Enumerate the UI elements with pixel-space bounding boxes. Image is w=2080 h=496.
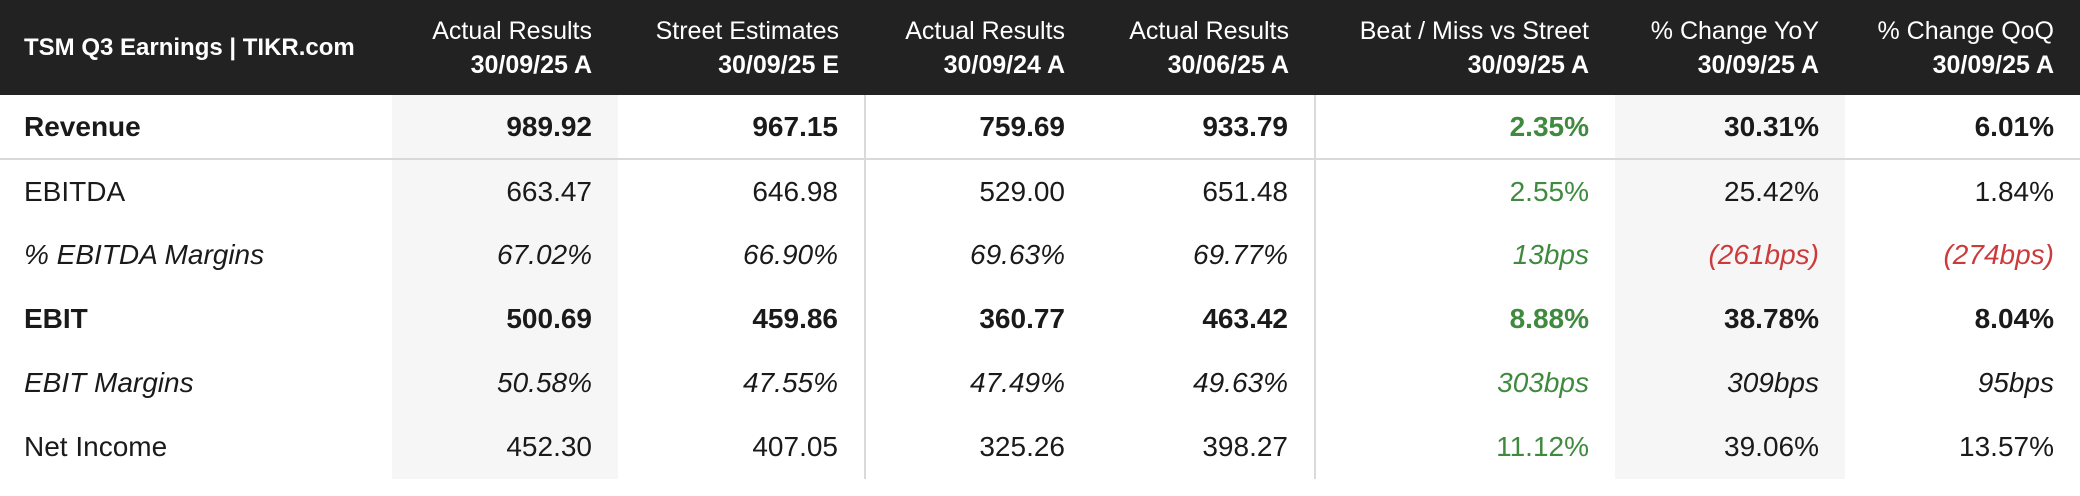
table-cell: 66.90%	[743, 239, 838, 270]
table-cell: 500.69	[392, 287, 618, 351]
table-cell: 30.31%	[1615, 95, 1845, 160]
table-cell: 13.57%	[1959, 431, 2054, 462]
column-header-line1: Street Estimates	[655, 16, 839, 45]
table-cell: 8.88%	[1314, 287, 1615, 351]
row-label: EBIT Margins	[24, 367, 194, 398]
column-header-date: 30/09/24 A	[943, 50, 1065, 79]
table-cell: 11.12%	[1314, 415, 1615, 479]
column-header-line1: Actual Results	[1129, 16, 1289, 45]
table-cell: 95bps	[1977, 367, 2054, 398]
table-cell: 8.04%	[1974, 303, 2054, 334]
table-cell: 67.02%	[392, 223, 618, 287]
table-row-net-income: Net Income 452.30 407.05 325.26 398.27 1…	[0, 415, 2080, 479]
table-cell: 13bps	[1314, 223, 1615, 287]
row-label: Revenue	[0, 95, 392, 160]
table-title: TSM Q3 Earnings | TIKR.com	[24, 33, 355, 61]
column-header-date: 30/09/25 A	[1932, 50, 2054, 79]
table-body: Revenue 989.92 967.15 759.69 933.79 2.35…	[0, 95, 2080, 479]
table-cell: 47.49%	[864, 351, 1091, 415]
earnings-table: TSM Q3 Earnings | TIKR.com Actual Result…	[0, 0, 2080, 479]
table-cell: 25.42%	[1615, 159, 1845, 223]
table-cell: 309bps	[1615, 351, 1845, 415]
table-row-revenue: Revenue 989.92 967.15 759.69 933.79 2.35…	[0, 95, 2080, 160]
column-header-date: 30/09/25 A	[1467, 50, 1589, 79]
table-cell: 360.77	[864, 287, 1091, 351]
table-row-ebitda: EBITDA 663.47 646.98 529.00 651.48 2.55%…	[0, 159, 2080, 223]
column-header-street-estimates[interactable]: Street Estimates 30/09/25 E	[618, 0, 865, 95]
row-label: EBIT	[24, 303, 88, 334]
row-label: Net Income	[24, 431, 168, 462]
table-cell: 39.06%	[1615, 415, 1845, 479]
table-cell: 459.86	[752, 303, 838, 334]
row-label: % EBITDA Margins	[24, 239, 265, 270]
table-cell: 47.55%	[743, 367, 838, 398]
table-cell: 6.01%	[1845, 95, 2080, 160]
column-header-line1: % Change YoY	[1650, 16, 1819, 45]
table-row-ebitda-margins: % EBITDA Margins 67.02% 66.90% 69.63% 69…	[0, 223, 2080, 287]
table-cell: 759.69	[864, 95, 1091, 160]
column-header-line1: Actual Results	[905, 16, 1065, 45]
table-cell: (274bps)	[1943, 239, 2054, 270]
column-header-date: 30/09/25 A	[1697, 50, 1819, 79]
column-header-date: 30/06/25 A	[1167, 50, 1289, 79]
table-row-ebit-margins: EBIT Margins 50.58% 47.55% 47.49% 49.63%…	[0, 351, 2080, 415]
table-cell: 463.42	[1202, 303, 1288, 334]
column-header-date: 30/09/25 E	[718, 50, 839, 79]
column-header-date: 30/09/25 A	[470, 50, 592, 79]
column-header-change-yoy[interactable]: % Change YoY 30/09/25 A	[1615, 0, 1845, 95]
table-cell: 2.55%	[1314, 159, 1615, 223]
table-cell: 407.05	[752, 431, 838, 462]
table-cell: 303bps	[1314, 351, 1615, 415]
table-row-ebit: EBIT 500.69 459.86 360.77 463.42 8.88% 3…	[0, 287, 2080, 351]
column-header-beat-miss[interactable]: Beat / Miss vs Street 30/09/25 A	[1315, 0, 1615, 95]
table-cell: 452.30	[392, 415, 618, 479]
table-cell: 49.63%	[1193, 367, 1288, 398]
row-label: EBITDA	[24, 175, 126, 207]
column-header-actual-q3-24[interactable]: Actual Results 30/09/24 A	[865, 0, 1091, 95]
table-cell: 2.35%	[1314, 95, 1615, 160]
table-cell: 69.77%	[1193, 239, 1288, 270]
column-header-actual-q2-25[interactable]: Actual Results 30/06/25 A	[1091, 0, 1315, 95]
column-header-actual-q3-25[interactable]: Actual Results 30/09/25 A	[392, 0, 618, 95]
table-cell: 646.98	[752, 175, 838, 207]
table-cell: 663.47	[392, 159, 618, 223]
table-cell: 398.27	[1202, 431, 1288, 462]
table-cell: 325.26	[864, 415, 1091, 479]
table-cell: 50.58%	[392, 351, 618, 415]
table-cell: 651.48	[1202, 175, 1288, 207]
table-cell: 1.84%	[1974, 175, 2054, 207]
table-cell: (261bps)	[1615, 223, 1845, 287]
column-header-change-qoq[interactable]: % Change QoQ 30/09/25 A	[1845, 0, 2080, 95]
header-row: TSM Q3 Earnings | TIKR.com Actual Result…	[0, 0, 2080, 95]
column-header-line1: Beat / Miss vs Street	[1359, 16, 1589, 45]
column-header-line1: % Change QoQ	[1877, 16, 2055, 45]
table-cell: 38.78%	[1615, 287, 1845, 351]
table-cell: 967.15	[618, 95, 865, 160]
table-cell: 69.63%	[864, 223, 1091, 287]
column-header-line1: Actual Results	[432, 16, 592, 45]
table-cell: 989.92	[392, 95, 618, 160]
table-cell: 529.00	[864, 159, 1091, 223]
table-header: TSM Q3 Earnings | TIKR.com Actual Result…	[0, 0, 2080, 95]
table-cell: 933.79	[1091, 95, 1315, 160]
